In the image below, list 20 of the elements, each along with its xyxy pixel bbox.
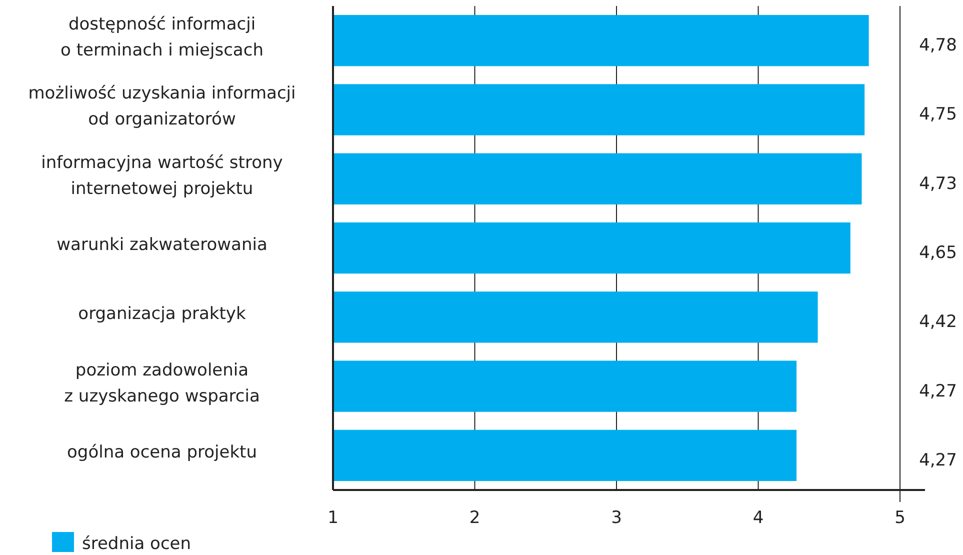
- data-label: 4,27: [919, 381, 957, 402]
- x-tick-label: 2: [469, 508, 480, 528]
- data-label: 4,78: [919, 36, 957, 56]
- x-tick-label: 5: [894, 508, 906, 528]
- data-label: 4,65: [919, 243, 957, 263]
- legend-label: średnia ocen: [82, 534, 192, 554]
- x-tick-label: 3: [611, 508, 622, 528]
- data-label: 4,73: [919, 174, 957, 194]
- y-tick-label: organizacja praktyk: [78, 304, 246, 324]
- data-label: 4,75: [919, 104, 957, 125]
- y-tick-label: możliwość uzyskania informacji od organizatorów: [28, 84, 296, 130]
- data-label: 4,42: [919, 312, 957, 332]
- x-tick-label: 1: [328, 508, 338, 528]
- x-tick-label: 4: [752, 508, 764, 528]
- y-tick-label: ogólna ocena projektu: [67, 442, 257, 462]
- y-tick-label: dostępność informacji o terminach i miejscach: [60, 14, 264, 61]
- y-tick-label: warunki zakwaterowania: [56, 235, 268, 255]
- y-tick-label: informacyjna wartość strony internetowej projektu: [41, 152, 283, 199]
- y-tick-label: poziom zadowolenia z uzyskanego wsparcia: [64, 360, 260, 406]
- data-label: 4,27: [919, 450, 957, 470]
